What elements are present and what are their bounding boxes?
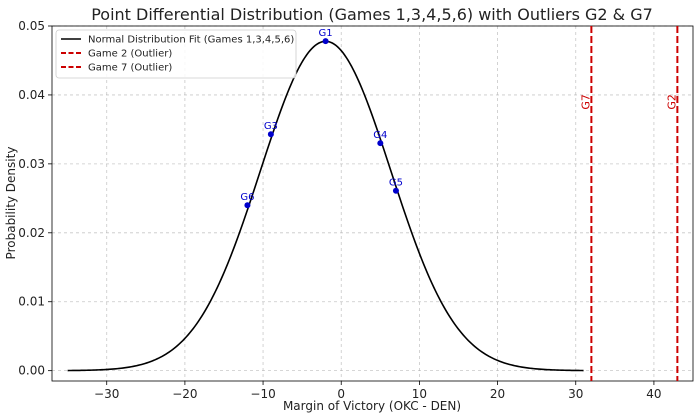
outlier-label-g2: G2	[665, 94, 678, 110]
point-label-g4: G4	[373, 130, 387, 141]
y-tick-label: 0.00	[18, 364, 45, 378]
outlier-label-g7: G7	[579, 94, 592, 110]
x-axis-label: Margin of Victory (OKC - DEN)	[283, 399, 461, 413]
grid	[52, 25, 693, 381]
y-axis-label: Probability Density	[4, 147, 18, 260]
data-points: G1 G3 G4 G5 G6	[240, 28, 403, 209]
legend-box	[55, 29, 297, 79]
data-point-g6	[244, 202, 251, 209]
data-point-g5	[392, 187, 399, 194]
x-tick-label: 40	[646, 387, 661, 401]
plot-frame	[51, 25, 694, 382]
x-tick-label: 30	[568, 387, 583, 401]
point-label-g6: G6	[240, 192, 254, 203]
data-point-g1	[322, 38, 329, 45]
x-tick-label: −10	[250, 387, 275, 401]
x-tick-label: −30	[94, 387, 119, 401]
x-tick-label: 0	[337, 387, 345, 401]
data-point-g3	[267, 131, 274, 138]
x-tick-label: 10	[412, 387, 427, 401]
legend-label-game-7: Game 7 (Outlier)	[88, 63, 172, 74]
outlier-lines: G7 G2	[579, 26, 679, 381]
y-tick-label: 0.03	[18, 157, 45, 171]
x-tick-label: −20	[172, 387, 197, 401]
y-tick-label: 0.02	[18, 226, 45, 240]
point-label-g5: G5	[389, 178, 403, 189]
y-ticks: 0.00 0.01 0.02 0.03 0.04 0.05	[18, 19, 52, 378]
x-ticks: −30 −20 −10 0 10 20 30 40	[94, 381, 662, 401]
point-label-g1: G1	[319, 28, 333, 39]
chart-title: Point Differential Distribution (Games 1…	[91, 5, 653, 24]
point-label-g3: G3	[264, 121, 278, 132]
legend-label-game-2: Game 2 (Outlier)	[88, 49, 172, 60]
y-tick-label: 0.04	[18, 88, 45, 102]
y-tick-label: 0.01	[18, 295, 45, 309]
normal-distribution-curve	[67, 40, 584, 372]
x-tick-label: 20	[490, 387, 505, 401]
y-tick-label: 0.05	[18, 19, 45, 33]
data-point-g4	[377, 140, 384, 147]
legend-label-curve: Normal Distribution Fit (Games 1,3,4,5,6…	[88, 35, 294, 46]
legend: Normal Distribution Fit (Games 1,3,4,5,6…	[55, 29, 297, 79]
